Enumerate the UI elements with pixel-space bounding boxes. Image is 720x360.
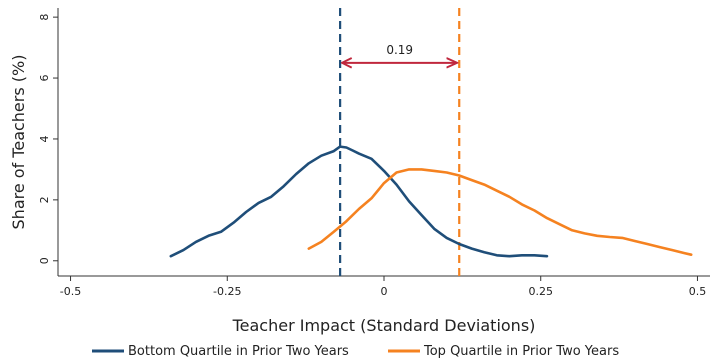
y-axis-ticks: 0 2 4 6 8 — [38, 14, 58, 264]
y-tick-label: 6 — [38, 75, 51, 82]
plot-area: -0.5 -0.25 0 0.25 0.5 0 2 4 6 8 0.19 — [38, 8, 710, 298]
legend-label-top-quartile: Top Quartile in Prior Two Years — [423, 344, 619, 359]
y-tick-label: 2 — [38, 196, 51, 203]
x-tick-label: 0 — [381, 285, 388, 298]
x-axis-ticks: -0.5 -0.25 0 0.25 0.5 — [60, 276, 706, 298]
legend: Bottom Quartile in Prior Two Years Top Q… — [92, 344, 619, 359]
difference-annotation: 0.19 — [342, 43, 457, 63]
x-tick-label: 0.5 — [689, 285, 707, 298]
x-tick-label: -0.5 — [60, 285, 81, 298]
series-lines — [169, 145, 693, 258]
reference-lines — [339, 8, 461, 276]
x-tick-label: -0.25 — [213, 285, 241, 298]
x-axis-title: Teacher Impact (Standard Deviations) — [232, 316, 536, 335]
legend-label-bottom-quartile: Bottom Quartile in Prior Two Years — [128, 344, 349, 359]
top-quartile-series-line — [307, 168, 693, 256]
y-tick-label: 8 — [38, 14, 51, 21]
difference-label: 0.19 — [386, 43, 413, 57]
y-tick-label: 0 — [38, 257, 51, 264]
x-tick-label: 0.25 — [528, 285, 553, 298]
y-tick-label: 4 — [38, 135, 51, 142]
y-axis-title: Share of Teachers (%) — [9, 55, 28, 230]
bottom-quartile-series-line — [169, 145, 549, 258]
